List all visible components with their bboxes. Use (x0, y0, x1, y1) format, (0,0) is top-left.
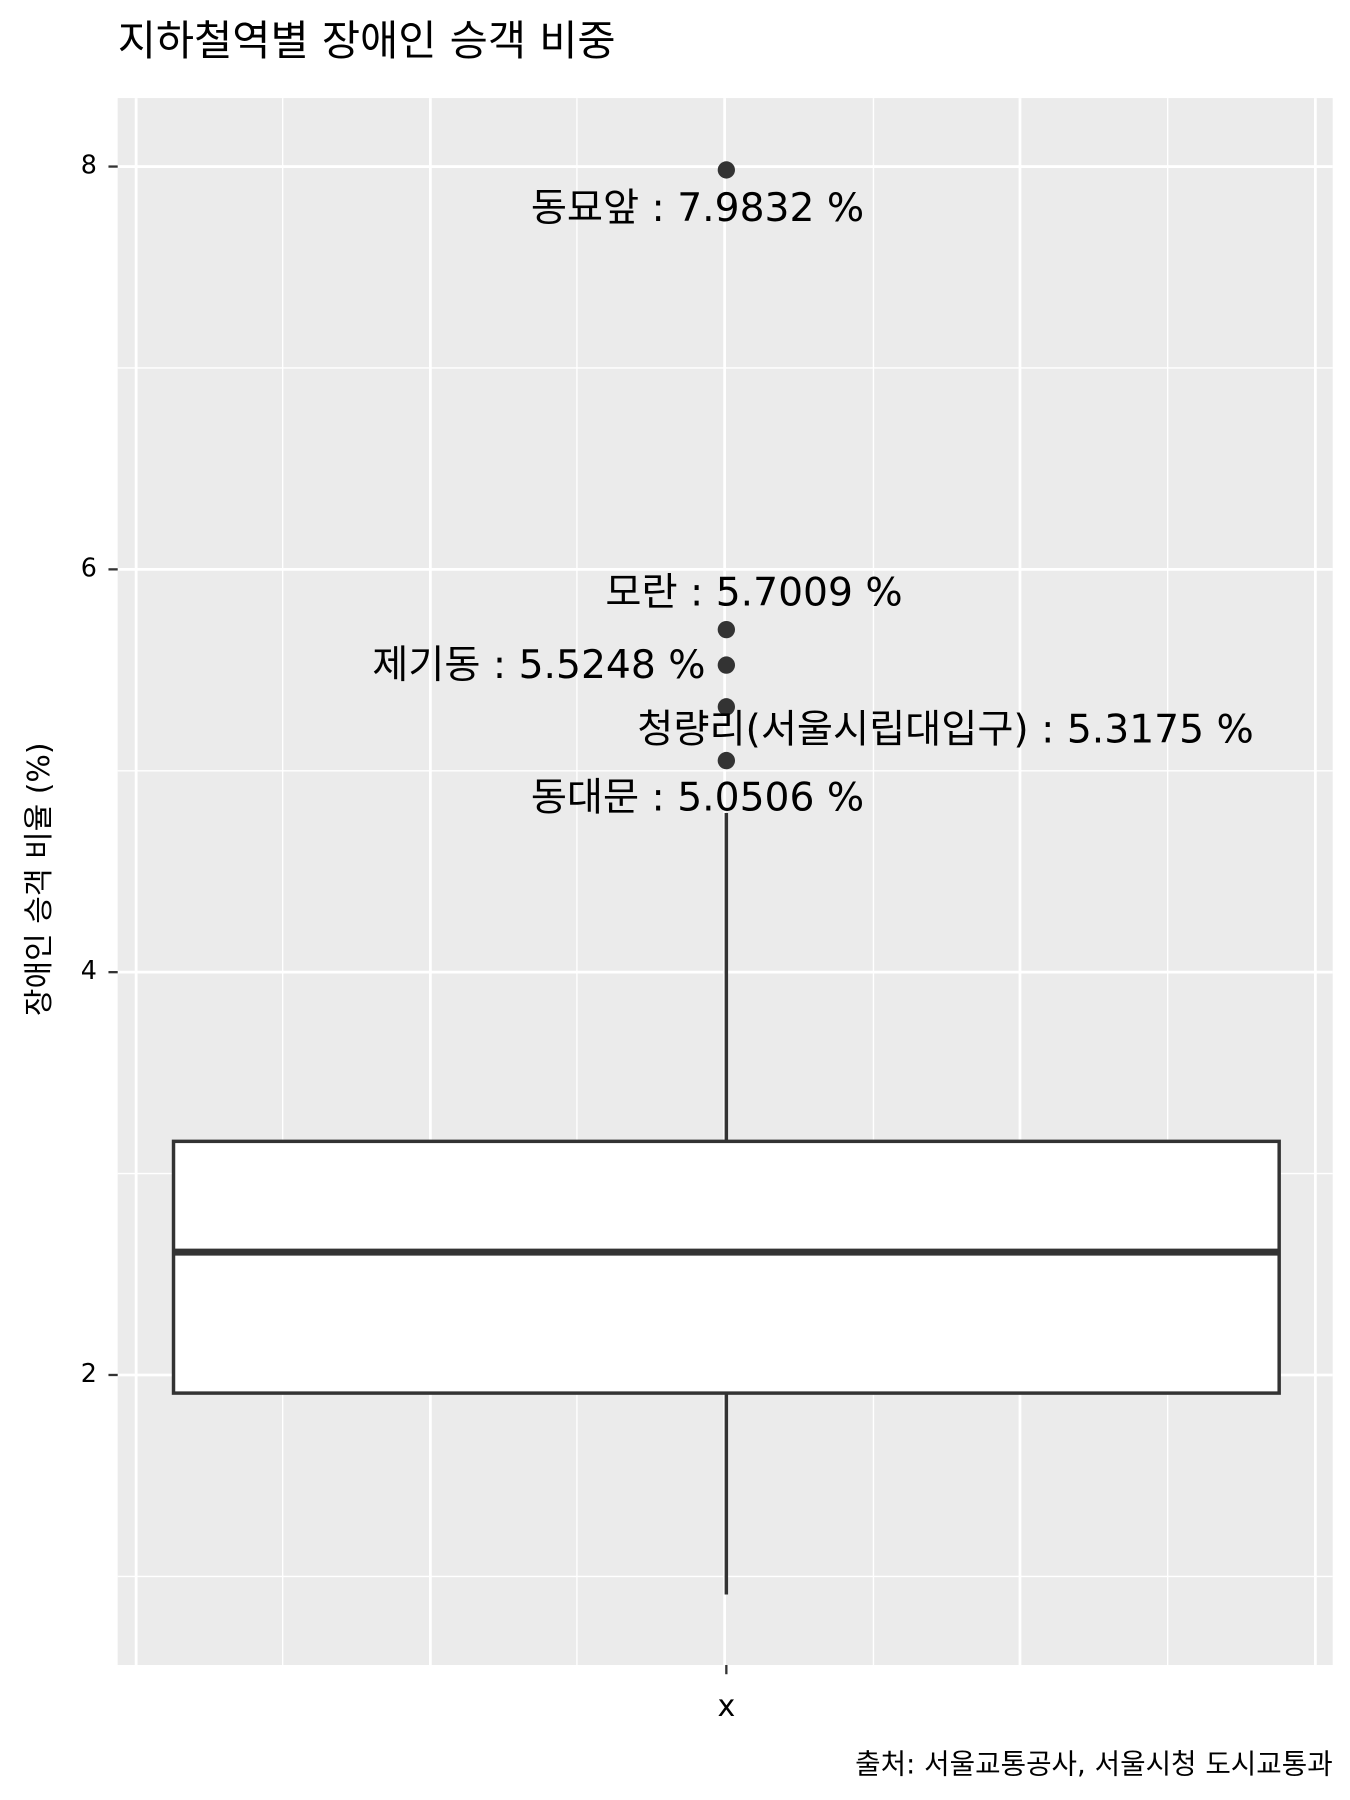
outlier-label: 제기동 : 5.5248 % (372, 643, 705, 688)
outlier (717, 698, 735, 716)
y-tick-label: 6 (81, 552, 97, 582)
caption: 출처: 서울교통공사, 서울시청 도시교통과 (855, 1747, 1333, 1780)
outlier (717, 751, 735, 770)
outlier-label: 동대문 : 5.0506 % (531, 775, 864, 820)
y-tick-label: 2 (81, 1358, 97, 1388)
chart-title: 지하철역별 장애인 승객 비중 (118, 16, 616, 65)
outlier (717, 656, 735, 674)
vertical-grid (134, 98, 1317, 1665)
outlier-label: 청량리(서울시립대입구) : 5.3175 % (637, 708, 1254, 753)
x-tick-label: x (717, 1689, 735, 1724)
outlier-label: 모란 : 5.7009 % (605, 570, 902, 615)
outlier-label: 동묘앞 : 7.9832 % (531, 186, 864, 231)
plot-layer: 2 4 6 8 x 동묘앞 : 7.9832 % 모란 : 5.7009 % 제기동 : 5.… (81, 150, 1333, 1724)
box (171, 1139, 1281, 1395)
outlier (717, 620, 735, 639)
outlier (717, 161, 735, 179)
y-axis-title: 장애인 승객 비율 (%) (22, 742, 57, 1016)
y-tick-label: 4 (81, 955, 97, 985)
y-tick-label: 8 (81, 150, 97, 180)
